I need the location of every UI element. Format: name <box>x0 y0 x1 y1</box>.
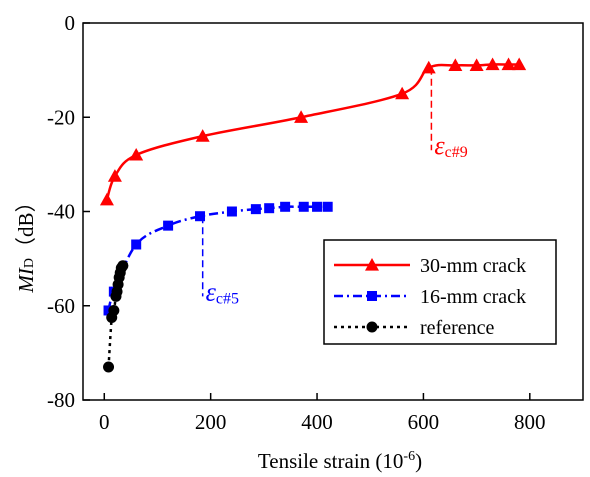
data-point <box>448 58 463 72</box>
series-layer <box>99 57 527 373</box>
data-point <box>195 211 206 222</box>
annotation-subscript: c#5 <box>216 290 239 307</box>
annotation-label: εc#9 <box>434 131 467 161</box>
x-axis-title-close: ) <box>415 449 422 473</box>
data-point <box>117 260 129 272</box>
x-axis-title: Tensile strain (10-6) <box>258 449 422 473</box>
legend-label: 16-mm crack <box>420 286 526 308</box>
data-point <box>294 110 309 123</box>
data-point <box>250 204 261 215</box>
data-point <box>108 304 120 316</box>
annotation-label: εc#5 <box>206 277 239 307</box>
data-point <box>298 201 309 212</box>
annotation-symbol: ε <box>206 277 217 306</box>
x-tick-label: 800 <box>514 410 546 434</box>
x-tick-label: 0 <box>99 410 110 434</box>
y-tick-label: 0 <box>65 11 76 35</box>
x-axis-title-main: Tensile strain (10 <box>258 449 404 473</box>
series-line <box>105 63 520 201</box>
data-point <box>469 58 484 72</box>
x-tick-label: 600 <box>408 410 440 434</box>
y-tick-label: -20 <box>47 105 75 129</box>
data-point <box>421 60 436 74</box>
data-point <box>129 147 144 161</box>
y-tick-label: -80 <box>47 388 75 412</box>
data-point <box>131 239 142 250</box>
data-point <box>501 57 516 71</box>
data-point <box>99 192 114 206</box>
legend-marker <box>365 258 379 271</box>
y-tick-label: -60 <box>47 294 75 318</box>
data-point <box>264 203 275 214</box>
legend-label: 30-mm crack <box>420 255 526 277</box>
x-tick-label: 200 <box>195 410 227 434</box>
annotation-0: εc#9 <box>430 67 468 161</box>
data-point <box>226 206 237 217</box>
data-point <box>103 361 115 373</box>
data-point <box>312 201 323 212</box>
annotation-symbol: ε <box>434 131 445 160</box>
legend-marker <box>366 321 378 333</box>
legend-marker <box>367 291 377 301</box>
x-axis-title-exponent: -6 <box>403 449 415 464</box>
axis-ticks: 0 200 400 600 800 0 -20 -40 -60 -80 <box>47 11 546 434</box>
data-point <box>395 86 410 100</box>
data-point <box>195 129 210 142</box>
data-point <box>107 169 122 182</box>
y-axis-title-main: MI <box>14 267 38 293</box>
legend-item-2: reference <box>334 317 494 339</box>
y-axis-title-sub: D <box>22 258 37 268</box>
annotation-1: εc#5 <box>201 216 239 307</box>
data-point <box>163 220 174 231</box>
annotation-layer: εc#9εc#5 <box>201 67 468 307</box>
x-tick-label: 400 <box>301 410 333 434</box>
data-point <box>280 201 291 212</box>
legend: 30-mm crack 16-mm crack reference <box>323 239 557 345</box>
legend-item-1: 16-mm crack <box>334 286 526 308</box>
series-0 <box>99 57 527 206</box>
y-axis-title-unit: （dB） <box>14 191 38 258</box>
data-point <box>512 57 527 71</box>
legend-item-0: 30-mm crack <box>334 255 526 277</box>
legend-label: reference <box>420 317 494 339</box>
annotation-subscript: c#9 <box>445 144 468 161</box>
y-axis-title: MID（dB） <box>14 191 38 293</box>
series-2 <box>103 260 129 373</box>
y-tick-label: -40 <box>47 200 75 224</box>
data-point <box>485 57 500 71</box>
data-point <box>322 201 333 212</box>
